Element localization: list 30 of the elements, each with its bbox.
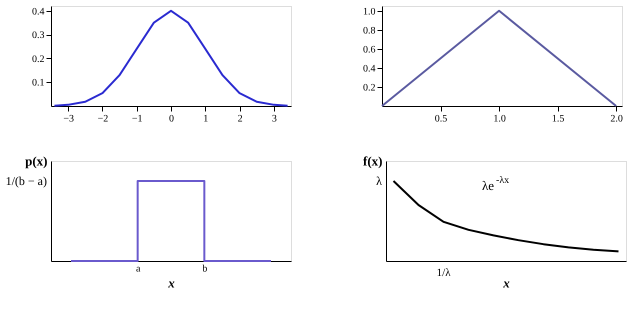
y-tick-label: 0.2 [363,82,376,94]
y-tick-label: 0.4 [363,63,376,74]
y-tick-label: 0.2 [32,54,44,65]
x-tick-label: 0.5 [434,114,448,124]
x-tick-label: 1 [203,114,208,124]
x-tick-label: −2 [98,114,108,124]
text: 1/λ [436,267,452,279]
x-tick-label: a [136,264,141,274]
y-axis-title: p(x) [25,154,48,168]
line-series [53,10,289,107]
x-axis-title: x [502,276,510,290]
y-axis-title: f(x) [363,154,382,168]
x-tick-label: 2 [238,114,243,124]
y-tick-label: 0.3 [32,30,44,42]
x-tick-label: 1.5 [552,114,564,124]
x-axis-title: x [167,276,176,290]
x-tick-label: −1 [132,114,143,124]
y-tick-label: 0.4 [32,6,44,18]
y-tick-label: 1.0 [363,6,376,18]
text: 1/(b − a) [6,174,47,188]
y-tick-label: 0.6 [363,44,376,56]
x-tick-label: b [202,264,208,274]
x-tick-label: 0 [169,114,174,124]
y-tick-label: 0.8 [363,25,376,36]
x-tick-label: 3 [272,114,277,124]
text: λ [376,174,382,188]
x-tick-label: −3 [63,114,74,124]
x-tick-label: 2.0 [610,114,623,124]
y-tick-label: 0.1 [32,78,44,89]
x-tick-label: 1.0 [493,114,506,124]
